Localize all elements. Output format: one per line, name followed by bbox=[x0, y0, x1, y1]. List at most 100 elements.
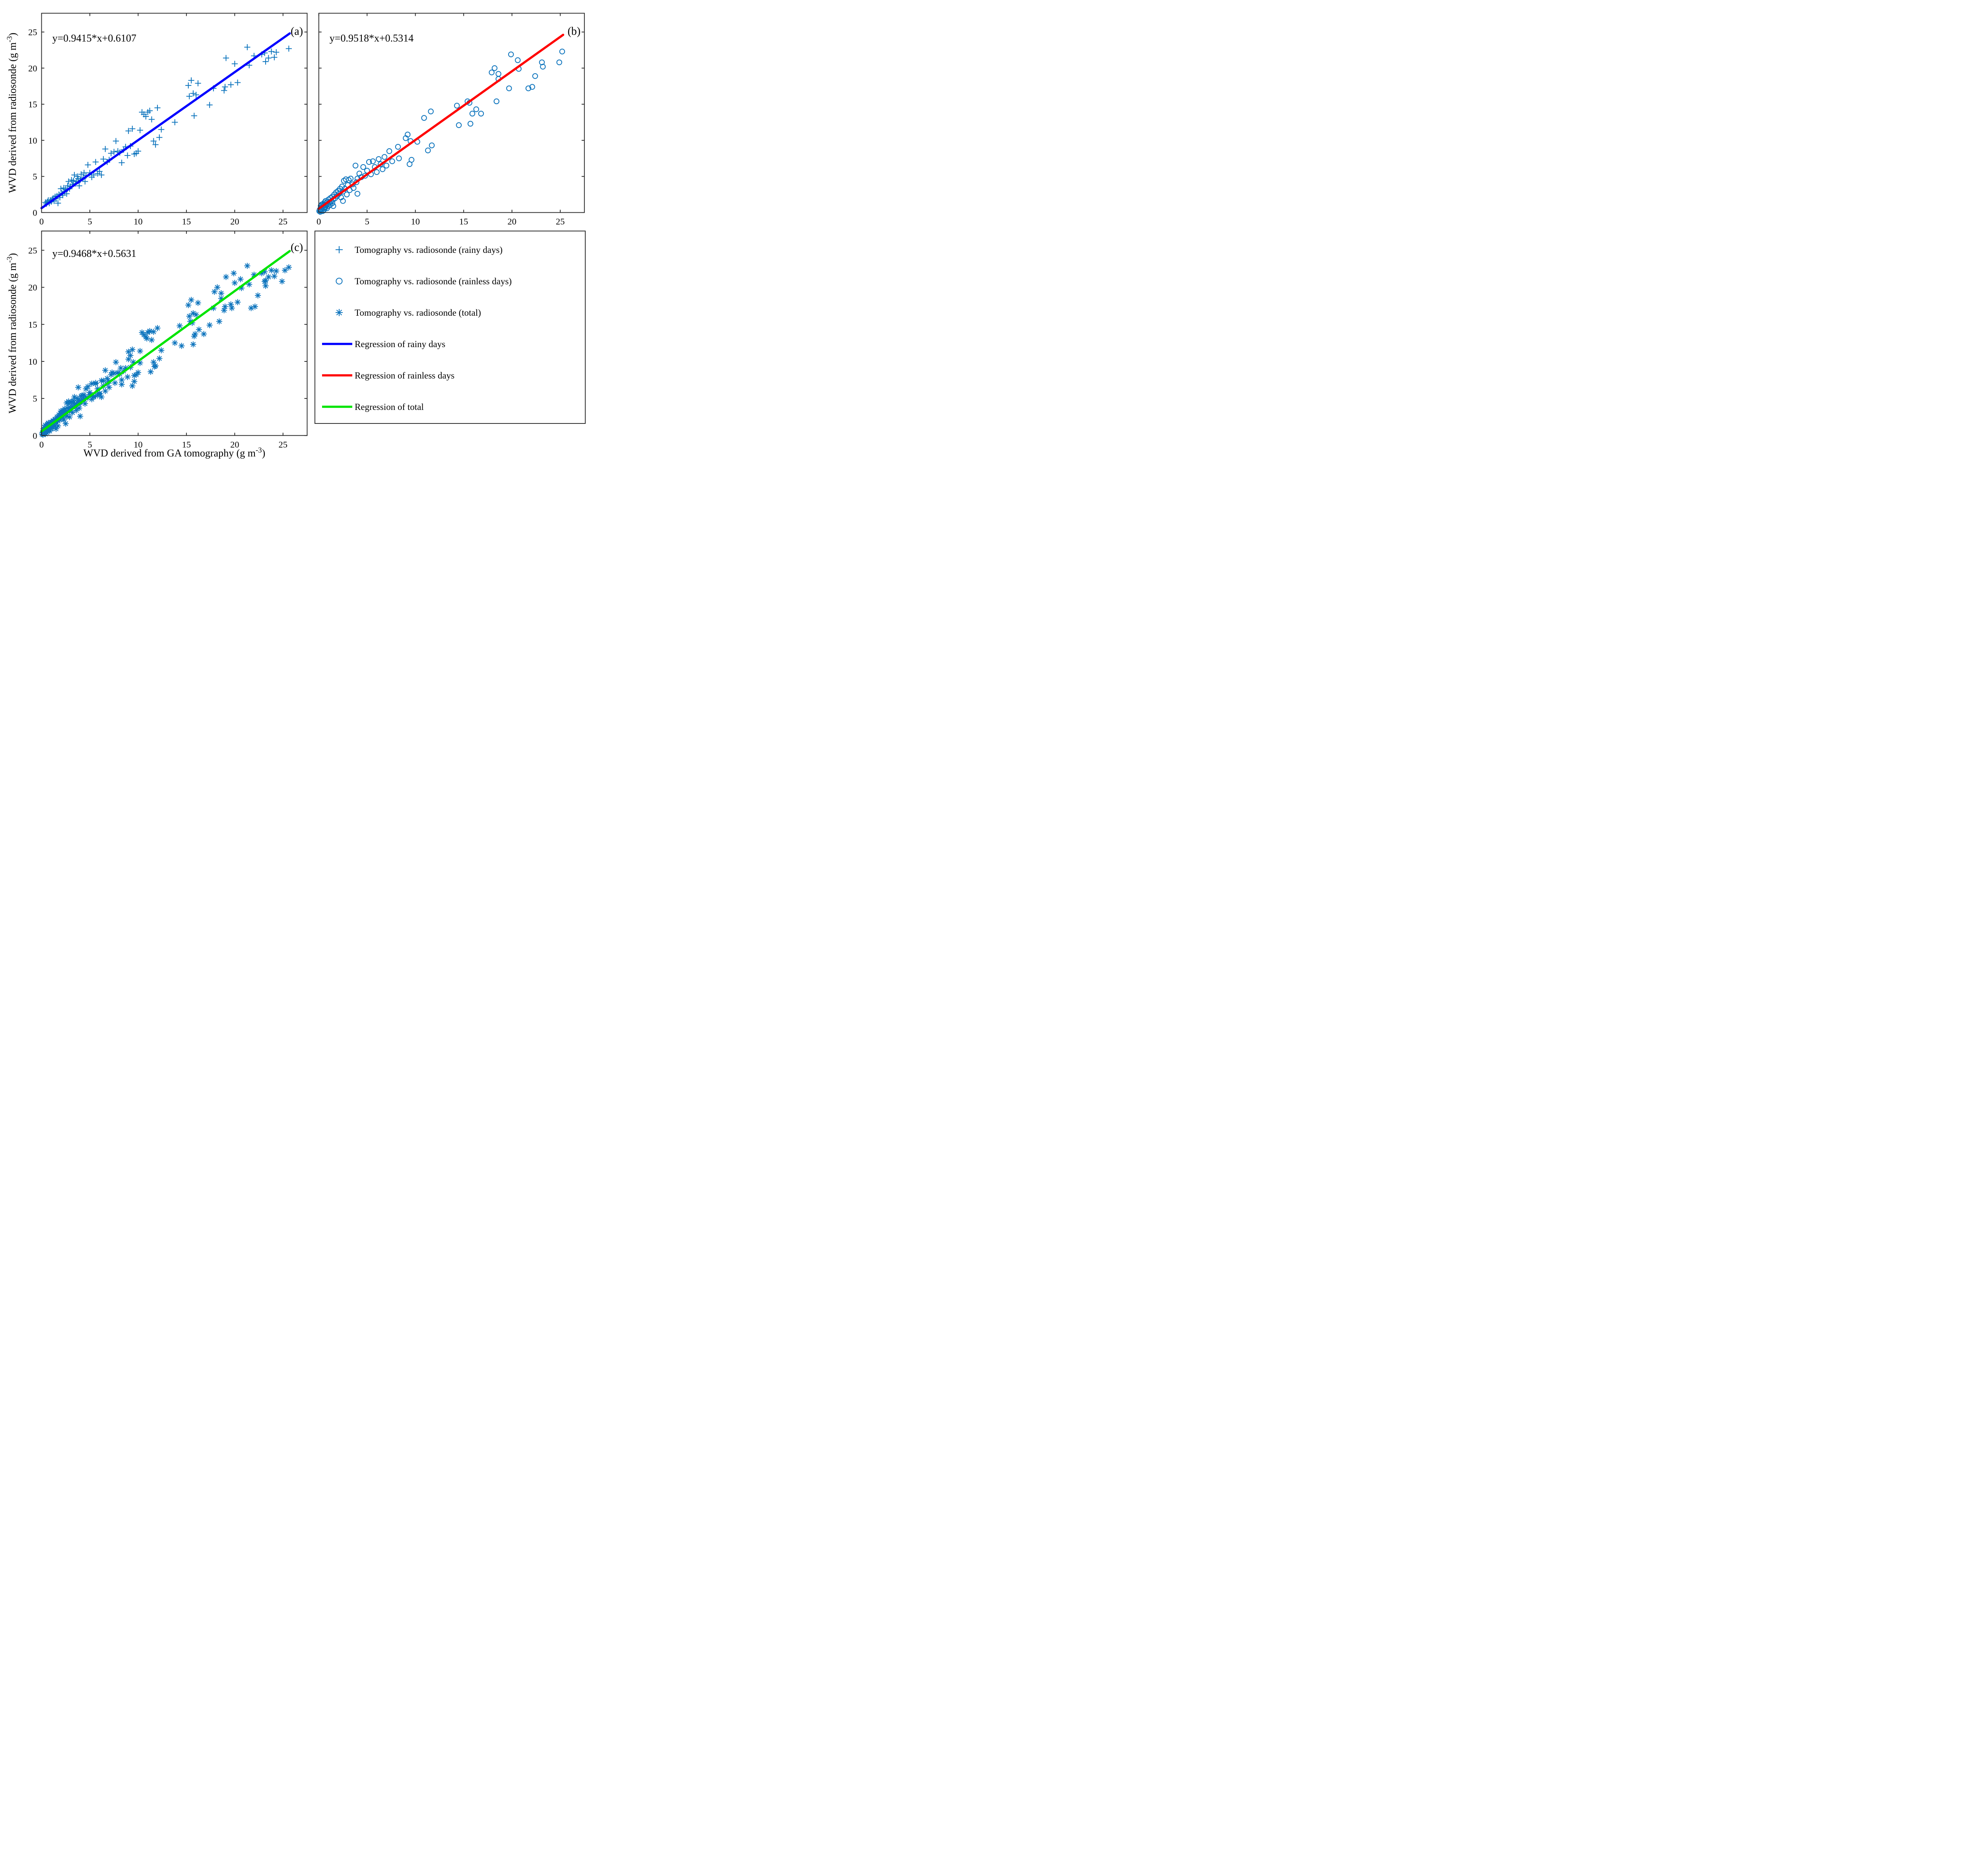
figure-canvas: 0 5 10 15 20 25 0 5 10 15 20 25 y=0.9415*x+0.6107 (a)… bbox=[0, 0, 593, 467]
plus-marker bbox=[235, 80, 241, 86]
x-tick-label: 0 bbox=[39, 439, 44, 449]
plus-marker bbox=[108, 150, 114, 157]
asterisk-marker bbox=[231, 280, 238, 286]
asterisk-marker bbox=[228, 301, 234, 308]
asterisk-marker bbox=[195, 300, 201, 306]
asterisk-marker bbox=[129, 383, 136, 389]
asterisk-marker bbox=[75, 384, 82, 390]
circle-marker bbox=[360, 164, 366, 170]
plus-marker bbox=[148, 116, 155, 122]
y-tick-label: 0 bbox=[33, 431, 37, 441]
asterisk-marker bbox=[177, 322, 183, 329]
circle-marker bbox=[408, 157, 415, 163]
plus-marker bbox=[271, 54, 278, 60]
y-tick-label: 20 bbox=[28, 63, 37, 73]
regression-line-b bbox=[317, 33, 565, 210]
axes-box-b bbox=[318, 13, 585, 213]
asterisk-marker bbox=[156, 355, 163, 362]
legend-item: Regression of rainy days bbox=[322, 339, 445, 349]
plus-marker bbox=[124, 152, 131, 159]
legend-label: Regression of rainless days bbox=[355, 371, 454, 381]
scatter-figure: 0 5 10 15 20 25 0 5 10 15 20 25 y=0.9415*x+0.6107 (a)… bbox=[0, 0, 593, 469]
y-tick-label: 0 bbox=[33, 208, 37, 218]
circle-marker bbox=[421, 115, 427, 121]
y-tick-label: 5 bbox=[33, 172, 37, 182]
y-tick-label: 15 bbox=[28, 320, 37, 330]
asterisk-marker bbox=[285, 264, 292, 270]
x-tick-label: 20 bbox=[230, 439, 239, 449]
circle-marker bbox=[374, 169, 380, 175]
asterisk-marker bbox=[102, 388, 109, 394]
regression-line-a bbox=[40, 32, 291, 210]
circle-marker bbox=[344, 191, 350, 198]
circle-marker bbox=[514, 57, 521, 63]
asterisk-marker bbox=[211, 289, 217, 295]
plus-marker bbox=[244, 44, 250, 50]
plus-marker bbox=[336, 246, 343, 253]
plus-marker bbox=[58, 185, 64, 192]
asterisk-marker bbox=[112, 380, 118, 386]
circle-marker bbox=[353, 179, 359, 185]
circle-marker bbox=[405, 132, 411, 138]
asterisk-marker bbox=[104, 375, 111, 382]
x-tick-label: 0 bbox=[316, 217, 321, 227]
plus-marker bbox=[172, 119, 178, 126]
y-axis-label-bottom: WVD derived from radiosonde (g m-3) bbox=[6, 253, 18, 413]
circle-marker bbox=[329, 200, 336, 206]
circle-marker bbox=[351, 185, 357, 191]
plus-marker bbox=[102, 146, 109, 152]
plus-marker bbox=[96, 168, 103, 175]
plus-marker bbox=[268, 48, 275, 55]
x-tick-label: 5 bbox=[365, 217, 369, 227]
asterisk-marker bbox=[65, 398, 72, 405]
asterisk-marker bbox=[118, 377, 125, 383]
circle-marker bbox=[532, 73, 538, 79]
y-tick-label: 5 bbox=[33, 394, 37, 404]
plus-marker bbox=[76, 183, 82, 189]
circle-marker bbox=[540, 64, 546, 70]
circle-marker bbox=[525, 85, 532, 91]
plus-marker bbox=[265, 55, 272, 61]
plus-marker bbox=[154, 105, 161, 111]
x-tick-label: 5 bbox=[87, 439, 92, 449]
circle-marker bbox=[340, 198, 346, 204]
x-tick-label: 5 bbox=[87, 217, 92, 227]
x-tick-label: 25 bbox=[279, 217, 288, 227]
equation-a: y=0.9415*x+0.6107 bbox=[52, 32, 136, 44]
asterisk-marker bbox=[196, 326, 202, 333]
plus-marker bbox=[191, 113, 197, 119]
asterisk-marker bbox=[192, 331, 198, 337]
x-tick-label: 15 bbox=[182, 217, 191, 227]
panel-b: 0 5 10 15 20 25 y=0.9518*x+0.5314 (b) bbox=[316, 13, 585, 227]
asterisk-marker bbox=[96, 391, 103, 397]
asterisk-marker bbox=[172, 340, 178, 346]
circle-marker bbox=[396, 155, 402, 161]
circle-marker bbox=[425, 148, 431, 153]
plus-marker bbox=[262, 58, 269, 65]
circle-marker bbox=[395, 144, 401, 150]
asterisk-marker bbox=[137, 348, 143, 354]
plus-marker bbox=[190, 90, 196, 97]
asterisk-marker bbox=[282, 267, 288, 274]
plus-marker bbox=[223, 55, 229, 61]
x-tick-label: 10 bbox=[134, 217, 143, 227]
circle-marker bbox=[366, 159, 372, 165]
plus-marker bbox=[92, 159, 99, 165]
plus-marker bbox=[78, 171, 84, 177]
asterisk-marker bbox=[200, 331, 207, 337]
circle-marker bbox=[478, 111, 484, 117]
asterisk-marker bbox=[185, 302, 192, 308]
y-tick-label: 10 bbox=[28, 136, 37, 146]
ticks-b bbox=[318, 13, 584, 213]
asterisk-marker bbox=[53, 425, 59, 432]
asterisk-marker bbox=[190, 341, 196, 348]
asterisk-marker bbox=[255, 292, 261, 299]
equation-c: y=0.9468*x+0.5631 bbox=[52, 248, 136, 259]
circle-marker bbox=[556, 59, 562, 66]
asterisk-marker bbox=[92, 380, 99, 386]
x-tick-label: 20 bbox=[230, 217, 239, 227]
asterisk-marker bbox=[106, 384, 113, 390]
asterisk-marker bbox=[179, 343, 185, 349]
x-tick-label: 25 bbox=[556, 217, 565, 227]
regression-line-c bbox=[40, 250, 291, 433]
